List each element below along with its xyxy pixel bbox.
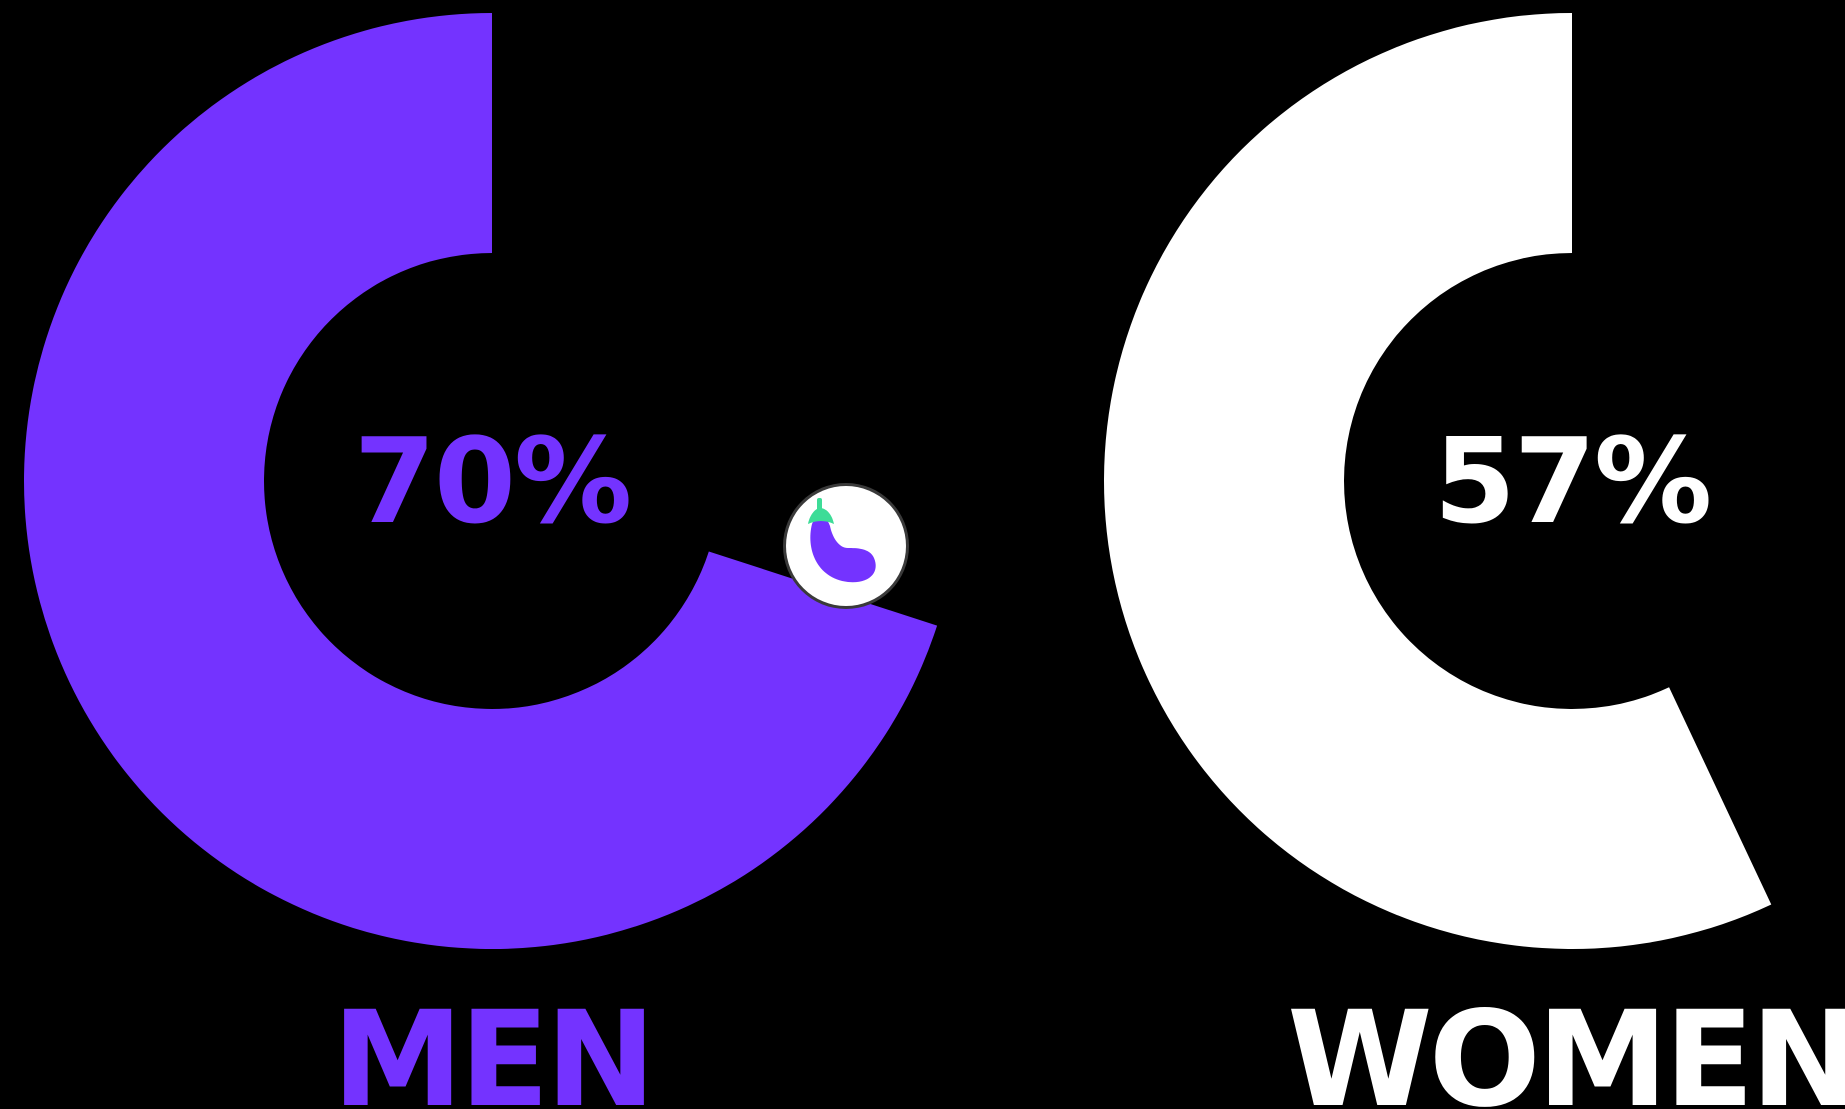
donut-arc-men — [24, 13, 938, 949]
percent-label-women: 57% — [1434, 412, 1710, 550]
eggplant-icon — [808, 498, 876, 583]
category-label-men: MEN — [332, 983, 652, 1109]
eggplant-badge — [786, 486, 906, 606]
category-label-women: WOMEN — [1287, 983, 1845, 1109]
percent-label-men: 70% — [354, 412, 630, 550]
donut-arc-women — [1104, 13, 1772, 950]
chart-men: 70% MEN — [24, 13, 938, 1109]
chart-women: 57% WOMEN — [1104, 13, 1845, 1109]
